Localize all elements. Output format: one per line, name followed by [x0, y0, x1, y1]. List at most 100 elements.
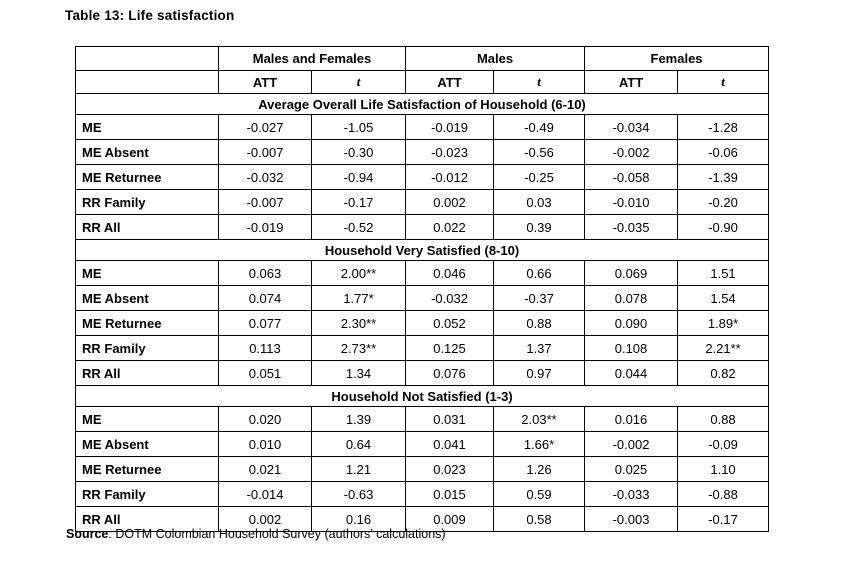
row-label: ME — [75, 114, 219, 140]
table-row: ME Absent 0.074 1.77* -0.032 -0.37 0.078 1.54 — [75, 285, 770, 311]
table-row: RR Family 0.113 2.73** 0.125 1.37 0.108 2.21** — [75, 335, 770, 361]
t-value: 1.21 — [311, 456, 406, 482]
t-value: -0.94 — [311, 164, 406, 190]
t-value: -0.09 — [677, 431, 770, 457]
row-label: RR Family — [75, 189, 219, 215]
table-row: RR All -0.019 -0.52 0.022 0.39 -0.035 -0.90 — [75, 214, 770, 240]
t-value: 1.39 — [311, 406, 406, 432]
corner-cell — [75, 70, 219, 94]
att-value: 0.021 — [218, 456, 312, 482]
att-value: 0.002 — [405, 189, 494, 215]
att-value: 0.113 — [218, 335, 312, 361]
t-value: -0.37 — [492, 285, 586, 311]
att-value: 0.002 — [218, 506, 312, 532]
t-value: 1.37 — [492, 335, 586, 361]
t-value: -1.05 — [311, 114, 406, 140]
table-row: ME Absent -0.007 -0.30 -0.023 -0.56 -0.002 -0.… — [75, 139, 770, 165]
t-column-header: t — [492, 70, 586, 94]
att-value: -0.002 — [584, 431, 679, 457]
att-value: -0.058 — [584, 164, 679, 190]
table-row: RR Family -0.007 -0.17 0.002 0.03 -0.010 -0.20 — [75, 189, 770, 215]
t-value: 0.58 — [492, 506, 586, 532]
row-label: RR All — [75, 360, 219, 386]
t-value: -0.52 — [311, 214, 406, 240]
t-value: 0.82 — [677, 360, 770, 386]
t-value: -0.17 — [311, 189, 406, 215]
t-value: 1.89* — [677, 310, 770, 336]
att-value: -0.027 — [218, 114, 312, 140]
t-value: 1.26 — [492, 456, 586, 482]
table-row: ME Returnee -0.032 -0.94 -0.012 -0.25 -0.058-… — [75, 164, 770, 190]
table-row: ME -0.027 -1.05 -0.019 -0.49 -0.034 -1.28 — [75, 114, 770, 140]
col-group-males: Males — [404, 46, 586, 71]
t-value: -1.28 — [677, 114, 770, 140]
t-value: -0.30 — [311, 139, 406, 165]
att-value: 0.041 — [405, 431, 494, 457]
table-row: ME Returnee 0.077 2.30** 0.052 0.88 0.090 1.89… — [75, 310, 770, 336]
table-row: ME 0.063 2.00** 0.046 0.66 0.069 1.51 — [75, 260, 770, 286]
col-group-females: Females — [584, 46, 770, 71]
t-value: 2.03** — [492, 406, 586, 432]
att-value: -0.003 — [584, 506, 679, 532]
att-value: 0.046 — [405, 260, 494, 286]
t-value: 2.30** — [311, 310, 406, 336]
row-label: ME Absent — [75, 285, 219, 311]
source-text: : DOTM Colombian Household Survey (autho… — [108, 527, 446, 541]
att-value: -0.032 — [405, 285, 494, 311]
table-row: RR All 0.002 0.16 0.009 0.58 -0.003 -0.17 — [75, 506, 770, 532]
t-value: 0.97 — [492, 360, 586, 386]
t-value: -0.25 — [492, 164, 586, 190]
t-value: -0.06 — [677, 139, 770, 165]
att-value: 0.078 — [584, 285, 679, 311]
att-value: 0.015 — [405, 481, 494, 507]
att-value: 0.063 — [218, 260, 312, 286]
table-row: RR Family -0.014 -0.63 0.015 0.59 -0.033 -0.88 — [75, 481, 770, 507]
att-value: -0.007 — [218, 189, 312, 215]
att-value: -0.010 — [584, 189, 679, 215]
section-header: Household Very Satisfied (8-10) — [74, 239, 770, 261]
t-value: 0.39 — [492, 214, 586, 240]
t-value: 1.34 — [311, 360, 406, 386]
t-value: 1.51 — [677, 260, 770, 286]
t-value: -0.20 — [677, 189, 770, 215]
att-value: -0.014 — [218, 481, 312, 507]
sub-header-row: ATT t ATT t ATT t — [75, 70, 770, 94]
att-value: 0.090 — [584, 310, 679, 336]
t-column-header: t — [311, 70, 406, 94]
att-value: 0.022 — [405, 214, 494, 240]
t-value: 2.00** — [311, 260, 406, 286]
section-header: Average Overall Life Satisfaction of Hou… — [74, 93, 770, 115]
att-value: 0.010 — [218, 431, 312, 457]
t-value: 0.59 — [492, 481, 586, 507]
att-value: 0.009 — [405, 506, 494, 532]
t-value: -1.39 — [677, 164, 770, 190]
section-header: Household Not Satisfied (1-3) — [74, 385, 770, 407]
att-value: 0.052 — [405, 310, 494, 336]
att-value: -0.033 — [584, 481, 679, 507]
t-value: 0.88 — [492, 310, 586, 336]
att-value: -0.019 — [405, 114, 494, 140]
att-value: -0.002 — [584, 139, 679, 165]
t-value: 0.03 — [492, 189, 586, 215]
att-value: 0.051 — [218, 360, 312, 386]
row-label: ME Returnee — [75, 456, 219, 482]
t-value: 2.21** — [677, 335, 770, 361]
row-label: RR All — [75, 506, 219, 532]
row-label: RR All — [75, 214, 219, 240]
att-value: 0.125 — [405, 335, 494, 361]
life-satisfaction-table: Males and Females Males Females ATT t AT… — [74, 46, 770, 532]
section-header-row: Average Overall Life Satisfaction of Hou… — [74, 93, 770, 115]
att-column-header: ATT — [584, 70, 679, 94]
att-column-header: ATT — [218, 70, 312, 94]
table-row: ME Returnee 0.021 1.21 0.023 1.26 0.025 1.10 — [75, 456, 770, 482]
t-value: 0.64 — [311, 431, 406, 457]
row-label: ME — [75, 260, 219, 286]
t-column-header: t — [677, 70, 770, 94]
row-label: RR Family — [75, 481, 219, 507]
col-group-males-and-females: Males and Females — [218, 46, 406, 71]
source-label: Source — [66, 527, 109, 541]
att-value: 0.108 — [584, 335, 679, 361]
att-value: 0.069 — [584, 260, 679, 286]
section-header-row: Household Very Satisfied (8-10) — [74, 239, 770, 261]
table-row: ME 0.020 1.39 0.031 2.03** 0.016 0.88 — [75, 406, 770, 432]
